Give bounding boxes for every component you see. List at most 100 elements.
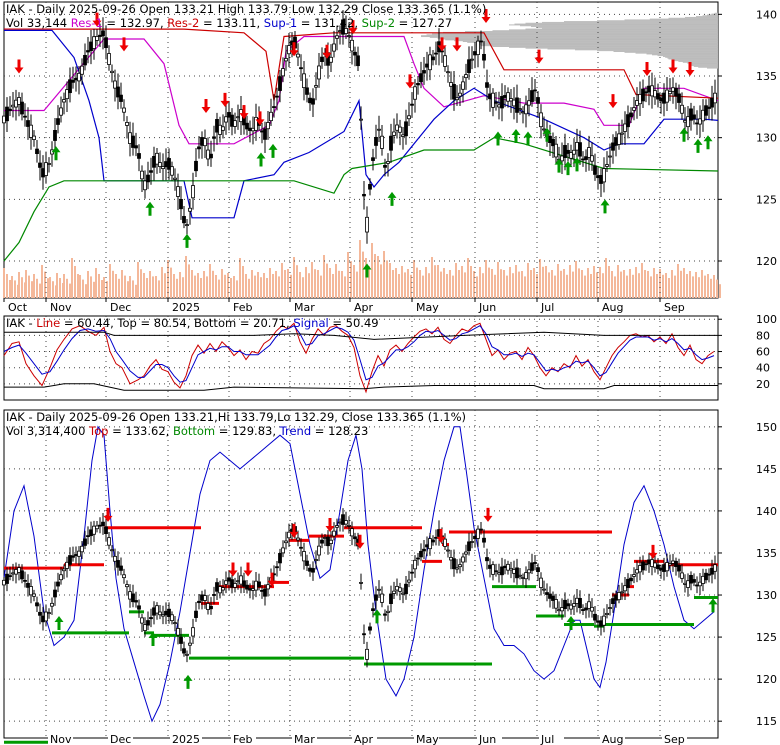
volume-bar bbox=[149, 271, 151, 298]
candle-body bbox=[428, 538, 432, 550]
candle-body bbox=[320, 56, 324, 62]
volume-bar bbox=[341, 271, 343, 298]
candle-body bbox=[203, 595, 207, 601]
y-axis-1-tick: 130 bbox=[756, 132, 777, 145]
volume-bar bbox=[164, 273, 166, 298]
volume-bar bbox=[9, 280, 11, 298]
candle-body bbox=[503, 95, 507, 98]
candle-body bbox=[695, 122, 699, 125]
candle-body bbox=[35, 148, 39, 154]
volume-bar bbox=[551, 270, 553, 298]
x-label-bg bbox=[48, 731, 73, 745]
candle-body bbox=[626, 114, 630, 128]
candle-body bbox=[158, 162, 162, 167]
candle-body bbox=[455, 97, 459, 101]
candle-body bbox=[86, 50, 90, 53]
volume-bar bbox=[581, 270, 583, 298]
candle-body bbox=[128, 591, 132, 600]
x-tick-label: May bbox=[416, 733, 439, 745]
x-label-bg bbox=[231, 731, 256, 745]
candle-body bbox=[707, 573, 711, 576]
candle-body bbox=[209, 605, 213, 610]
candle-body bbox=[137, 605, 141, 610]
volume-bar bbox=[476, 276, 478, 298]
candle-body bbox=[239, 575, 243, 585]
candle-body bbox=[560, 155, 564, 162]
volume-bar bbox=[52, 281, 54, 298]
candle-body bbox=[533, 89, 537, 92]
volume-bar bbox=[95, 268, 97, 298]
volume-profile-bar bbox=[429, 36, 718, 38]
candle-body bbox=[407, 579, 411, 583]
candle-body bbox=[38, 162, 42, 168]
volume-bar bbox=[93, 281, 95, 298]
volume-bar bbox=[461, 266, 463, 298]
candle-body bbox=[200, 137, 204, 146]
volume-profile-bar bbox=[525, 22, 718, 24]
x-tick-label: Nov bbox=[50, 733, 72, 745]
volume-bar bbox=[482, 273, 484, 298]
x-label-bg bbox=[600, 731, 625, 745]
candle-body bbox=[206, 603, 210, 610]
volume-bar bbox=[176, 278, 178, 298]
candle-body bbox=[653, 90, 657, 98]
candle-body bbox=[491, 92, 495, 108]
candle-body bbox=[575, 597, 579, 604]
volume-bar bbox=[302, 277, 304, 298]
candle-body bbox=[221, 587, 225, 591]
candle-body bbox=[197, 146, 201, 150]
volume-bar bbox=[719, 284, 721, 298]
candle-body bbox=[311, 98, 315, 105]
candle-body bbox=[527, 100, 531, 106]
volume-bar bbox=[230, 278, 232, 298]
candle-body bbox=[317, 65, 321, 80]
volume-bar bbox=[167, 260, 169, 298]
candle-body bbox=[227, 577, 231, 582]
volume-profile-bar bbox=[525, 47, 718, 49]
volume-bar bbox=[626, 275, 628, 298]
candle-body bbox=[116, 86, 120, 98]
candle-body bbox=[185, 224, 189, 227]
candle-body bbox=[380, 593, 384, 603]
candle-body bbox=[134, 600, 138, 603]
candle-body bbox=[551, 595, 555, 601]
candle-body bbox=[371, 157, 375, 161]
candle-body bbox=[218, 586, 222, 594]
volume-bar bbox=[344, 276, 346, 298]
sell-arrow bbox=[348, 20, 358, 35]
volume-bar bbox=[632, 274, 634, 298]
candle-body bbox=[92, 525, 96, 535]
volume-bar bbox=[335, 264, 337, 298]
candle-body bbox=[707, 106, 711, 109]
candle-body bbox=[608, 607, 612, 609]
candle-body bbox=[326, 536, 330, 547]
volume-profile-bar bbox=[624, 51, 718, 53]
sell-arrow bbox=[243, 562, 253, 577]
candle-body bbox=[113, 555, 117, 562]
candle-body bbox=[419, 550, 423, 558]
volume-bar bbox=[135, 284, 137, 298]
candle-body bbox=[188, 207, 192, 212]
y-axis-3-tick: 115 bbox=[756, 715, 777, 728]
candle-body bbox=[281, 547, 285, 554]
volume-profile-bar bbox=[668, 58, 718, 60]
sell-arrow bbox=[14, 59, 24, 74]
volume-bar bbox=[77, 274, 79, 298]
volume-bar bbox=[440, 271, 442, 298]
x-tick-label: Feb bbox=[233, 733, 252, 745]
volume-bar bbox=[215, 275, 217, 298]
volume-bar bbox=[365, 258, 367, 298]
x-tick-label: Feb bbox=[233, 301, 252, 314]
volume-bar bbox=[680, 270, 682, 298]
candle-body bbox=[578, 142, 582, 157]
candle-body bbox=[245, 584, 249, 590]
candle-body bbox=[602, 615, 606, 626]
x-label-bg bbox=[414, 731, 439, 745]
candle-body bbox=[587, 601, 591, 609]
candle-body bbox=[89, 529, 93, 537]
candle-body bbox=[359, 582, 363, 584]
candle-body bbox=[458, 564, 462, 568]
candle-body bbox=[242, 580, 246, 587]
candle-body bbox=[410, 103, 414, 106]
candle-body bbox=[146, 620, 150, 626]
